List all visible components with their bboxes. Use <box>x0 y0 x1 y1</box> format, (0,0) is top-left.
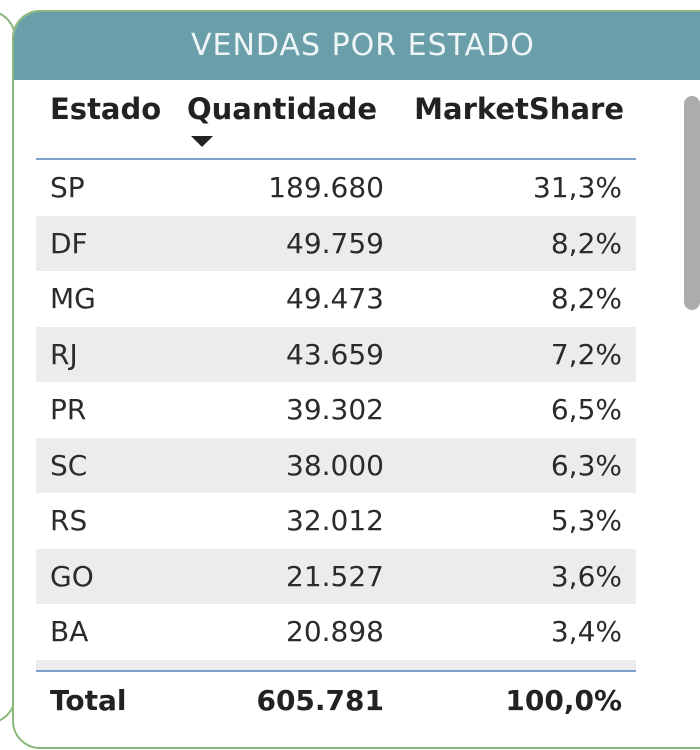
vertical-scrollbar[interactable] <box>684 96 700 310</box>
cell-marketshare: 7,2% <box>550 337 622 371</box>
cell-quantidade: 49.473 <box>286 282 384 315</box>
cell-estado: DF <box>50 226 88 260</box>
sales-by-state-visual: VENDAS POR ESTADO Estado Quantidade Mark… <box>12 10 700 749</box>
table-row[interactable]: GO 21.527 3,6% <box>36 548 636 604</box>
table-row[interactable]: RJ 43.659 7,2% <box>36 326 636 382</box>
table-row[interactable]: BA 20.898 3,4% <box>36 604 636 660</box>
cell-marketshare: 8,2% <box>550 282 622 315</box>
total-marketshare: 100,0% <box>505 683 622 717</box>
cell-marketshare: 3,4% <box>550 615 622 648</box>
cell-estado: PR <box>50 393 87 426</box>
cell-estado: SP <box>50 171 85 204</box>
table-row[interactable]: SP 189.680 31,3% <box>36 160 636 216</box>
cell-marketshare: 6,5% <box>550 393 622 426</box>
cell-quantidade: 32.012 <box>286 504 384 537</box>
total-quantidade: 605.781 <box>256 683 384 717</box>
table-row[interactable]: PR 39.302 6,5% <box>36 382 636 438</box>
partial-row <box>36 659 636 672</box>
cell-estado: RS <box>50 504 88 537</box>
cell-marketshare: 5,3% <box>550 504 622 537</box>
cell-quantidade: 39.302 <box>286 393 384 426</box>
sales-table: Estado Quantidade MarketShare SP 189.680… <box>36 80 636 732</box>
column-header-marketshare[interactable]: MarketShare <box>414 92 624 126</box>
table-header: Estado Quantidade MarketShare <box>36 80 636 160</box>
cell-marketshare: 8,2% <box>550 226 622 260</box>
cell-quantidade: 38.000 <box>286 448 384 482</box>
cell-quantidade: 189.680 <box>268 171 384 204</box>
cell-quantidade: 20.898 <box>286 615 384 648</box>
total-row: Total 605.781 100,0% <box>36 672 636 732</box>
cell-quantidade: 49.759 <box>286 226 384 260</box>
cell-estado: BA <box>50 615 89 648</box>
sort-descending-icon[interactable] <box>191 136 213 147</box>
visual-title: VENDAS POR ESTADO <box>191 28 535 63</box>
visual-title-bar: VENDAS POR ESTADO <box>14 12 700 80</box>
cell-quantidade: 43.659 <box>286 337 384 371</box>
cell-marketshare: 3,6% <box>550 559 622 593</box>
cell-marketshare: 6,3% <box>550 448 622 482</box>
total-label: Total <box>50 683 127 717</box>
cell-estado: RJ <box>50 337 78 371</box>
cell-quantidade: 21.527 <box>286 559 384 593</box>
table-row[interactable]: MG 49.473 8,2% <box>36 271 636 327</box>
cell-estado: MG <box>50 282 96 315</box>
table-row[interactable]: RS 32.012 5,3% <box>36 493 636 549</box>
column-header-estado[interactable]: Estado <box>50 92 162 126</box>
column-header-quantidade[interactable]: Quantidade <box>187 92 378 126</box>
table-row[interactable]: SC 38.000 6,3% <box>36 437 636 493</box>
cell-estado: SC <box>50 448 88 482</box>
cell-marketshare: 31,3% <box>533 171 622 204</box>
table-row[interactable]: DF 49.759 8,2% <box>36 215 636 271</box>
cell-estado: GO <box>50 559 94 593</box>
